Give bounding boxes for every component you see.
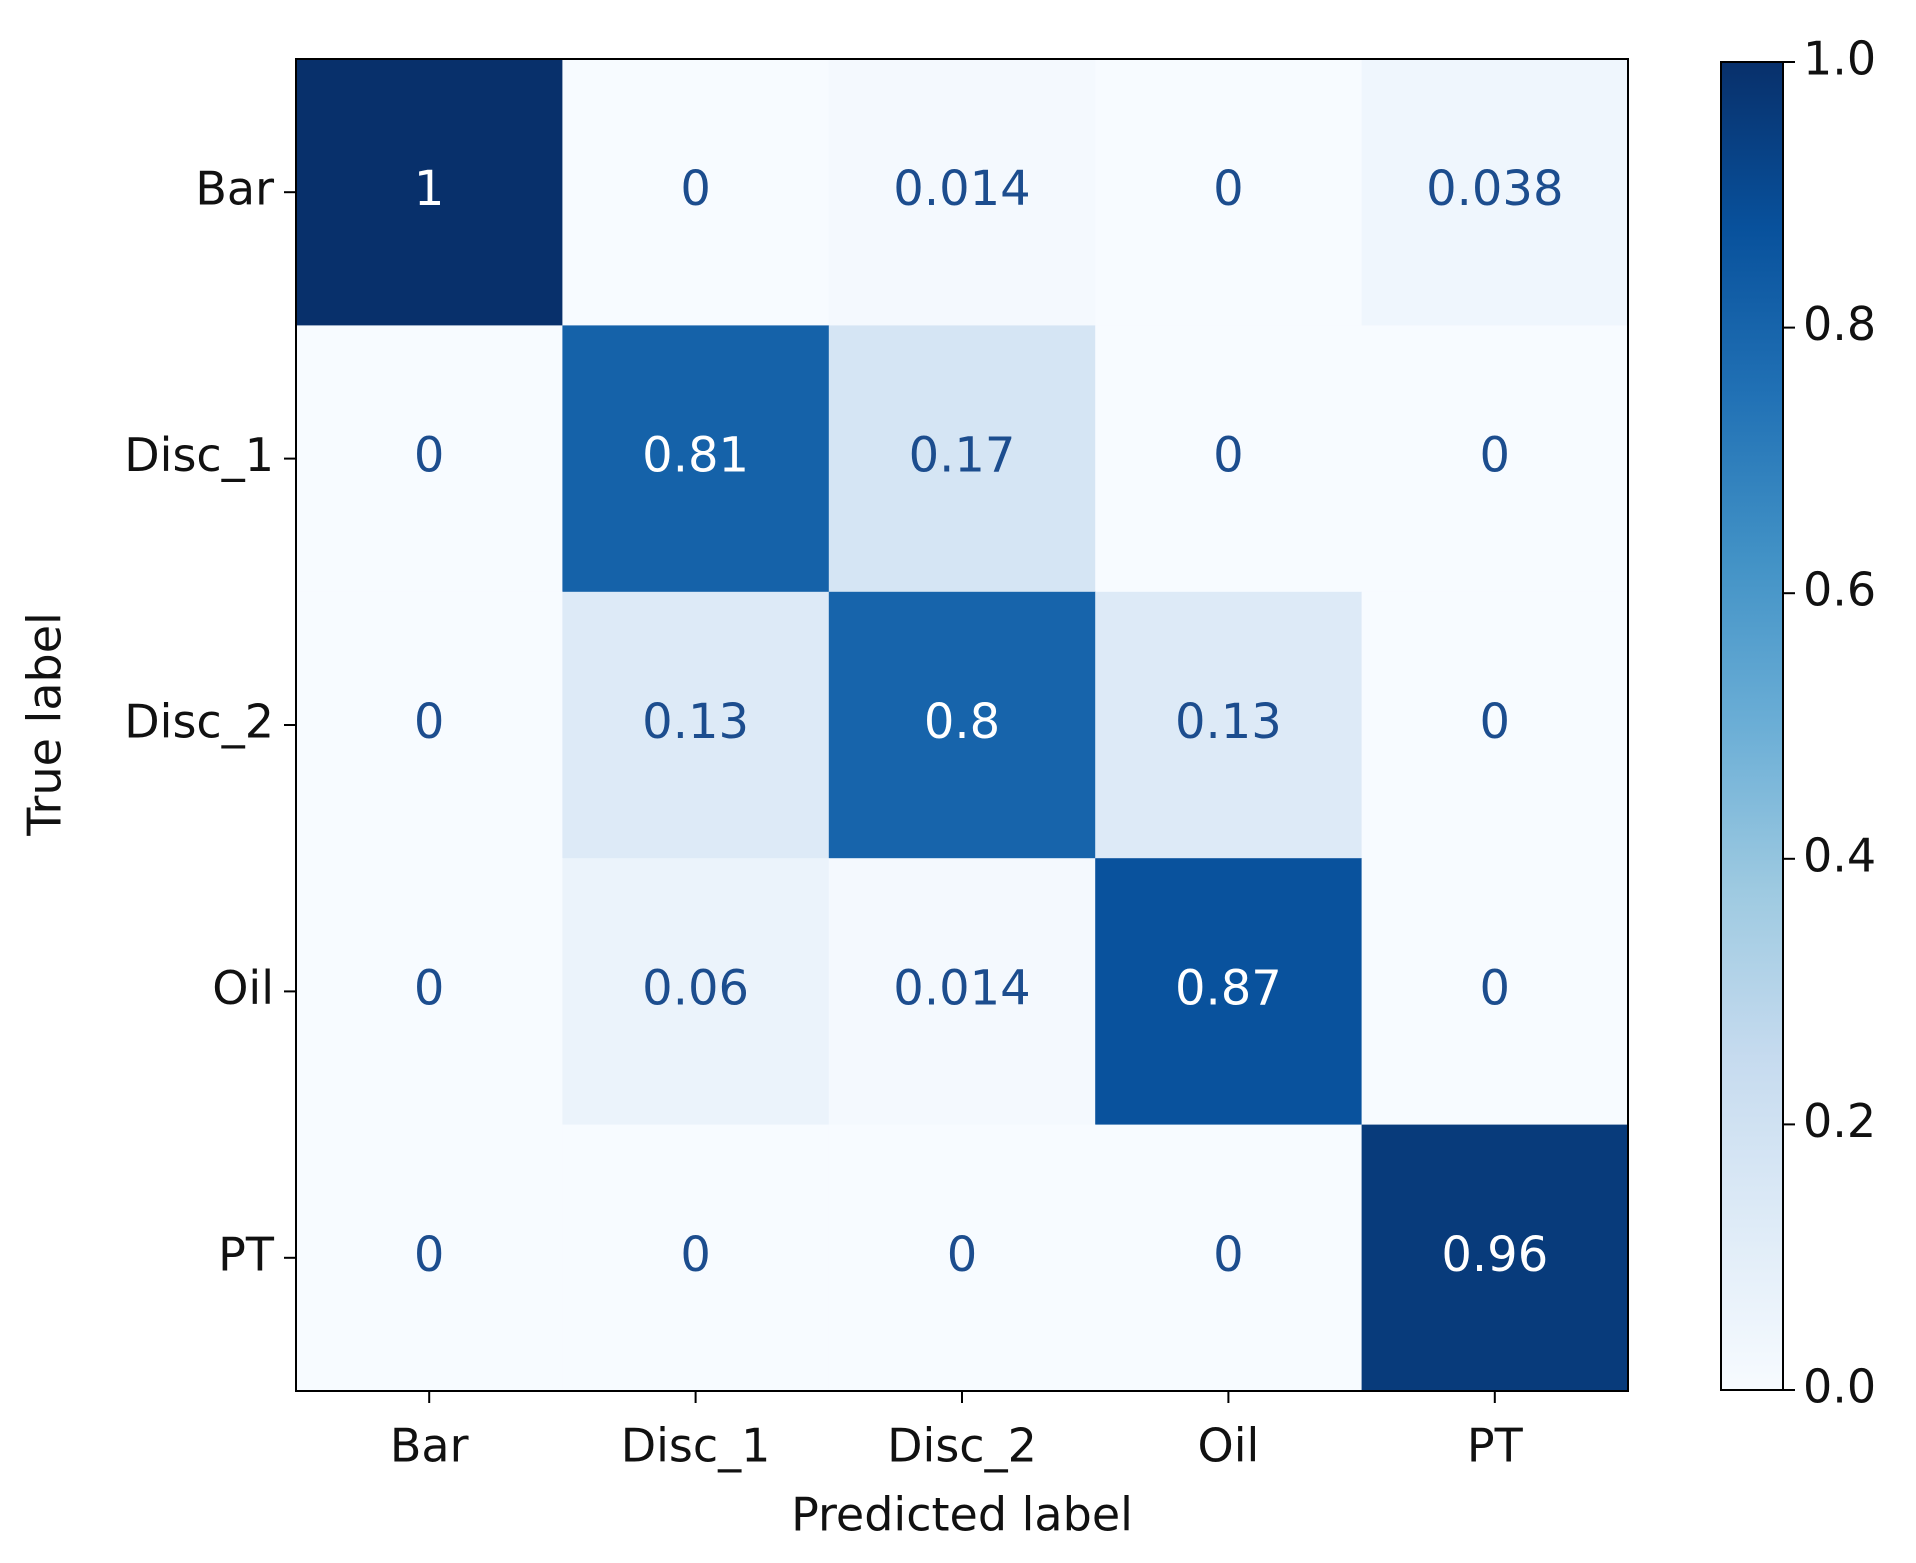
- cell-value: 0: [680, 161, 711, 217]
- heatmap-cell: [828, 1124, 1096, 1392]
- cell-value: 0.87: [1175, 960, 1282, 1016]
- x-tick-label: Disc_2: [887, 1419, 1037, 1473]
- y-tick-label: Disc_2: [124, 695, 274, 749]
- heatmap-cell: [562, 1124, 830, 1392]
- x-tick-label: Disc_1: [621, 1419, 771, 1473]
- y-axis-label: True label: [18, 612, 72, 837]
- cell-value: 0: [1213, 1227, 1244, 1283]
- cell-value: 0.038: [1426, 161, 1563, 217]
- cell-value: 0: [1480, 428, 1511, 484]
- x-tick-label: PT: [1467, 1419, 1524, 1473]
- y-tick-label: Oil: [212, 961, 274, 1015]
- heatmap-cell: [1095, 325, 1363, 593]
- x-axis-label: Predicted label: [791, 1488, 1133, 1542]
- cell-value: 0: [1480, 694, 1511, 750]
- cell-value: 0: [414, 1227, 445, 1283]
- cell-value: 0.13: [1175, 694, 1282, 750]
- x-tick-label: Bar: [390, 1419, 469, 1473]
- cell-value: 0: [414, 960, 445, 1016]
- heatmap-cell: [562, 858, 830, 1126]
- x-tick-label: Oil: [1198, 1419, 1260, 1473]
- heatmap-cell: [828, 591, 1096, 859]
- heatmap-cell: [296, 59, 563, 326]
- heatmap-cell: [828, 59, 1096, 326]
- cell-value: 0.13: [642, 694, 749, 750]
- cell-value: 0.96: [1441, 1227, 1548, 1283]
- cell-value: 0: [414, 694, 445, 750]
- cell-value: 0.014: [893, 960, 1030, 1016]
- heatmap-cell: [1361, 591, 1629, 859]
- cell-value: 0.17: [909, 428, 1016, 484]
- colorbar-tick-label: 0.8: [1803, 297, 1876, 351]
- heatmap-cell: [562, 591, 830, 859]
- heatmap-cell: [1095, 858, 1363, 1126]
- colorbar-tick-label: 0.0: [1803, 1360, 1876, 1414]
- heatmap-cell: [1095, 1124, 1363, 1392]
- cell-value: 0: [680, 1227, 711, 1283]
- cell-value: 1: [414, 161, 445, 217]
- y-tick-label: Bar: [195, 162, 274, 216]
- heatmap-cell: [296, 858, 563, 1126]
- colorbar-tick-label: 0.2: [1803, 1094, 1876, 1148]
- cell-value: 0: [1213, 161, 1244, 217]
- cell-value: 0.06: [642, 960, 749, 1016]
- heatmap-cell: [828, 325, 1096, 593]
- colorbar: [1720, 61, 1784, 1391]
- heatmap-cell: [1095, 591, 1363, 859]
- heatmap-cell: [1361, 858, 1629, 1126]
- heatmap-cell: [296, 591, 563, 859]
- cell-value: 0.014: [893, 161, 1030, 217]
- cell-value: 0: [947, 1227, 978, 1283]
- heatmap-cell: [1095, 59, 1363, 326]
- heatmap-cell: [1361, 1124, 1629, 1392]
- cell-value: 0.81: [642, 428, 749, 484]
- heatmap-cell: [296, 1124, 563, 1392]
- y-tick-label: Disc_1: [124, 428, 274, 482]
- colorbar-tick-label: 0.6: [1803, 563, 1876, 617]
- y-tick-label: PT: [218, 1227, 275, 1281]
- heatmap-cell: [1361, 59, 1629, 326]
- cell-value: 0: [1480, 960, 1511, 1016]
- cell-value: 0: [1213, 428, 1244, 484]
- cell-value: 0: [414, 428, 445, 484]
- heatmap-cell: [562, 325, 830, 593]
- heatmap-cell: [296, 325, 563, 593]
- heatmap-cell: [828, 858, 1096, 1126]
- heatmap-cell: [562, 59, 830, 326]
- colorbar-tick-label: 1.0: [1803, 32, 1876, 86]
- cell-value: 0.8: [924, 694, 1000, 750]
- colorbar-tick-label: 0.4: [1803, 828, 1876, 882]
- heatmap-cell: [1361, 325, 1629, 593]
